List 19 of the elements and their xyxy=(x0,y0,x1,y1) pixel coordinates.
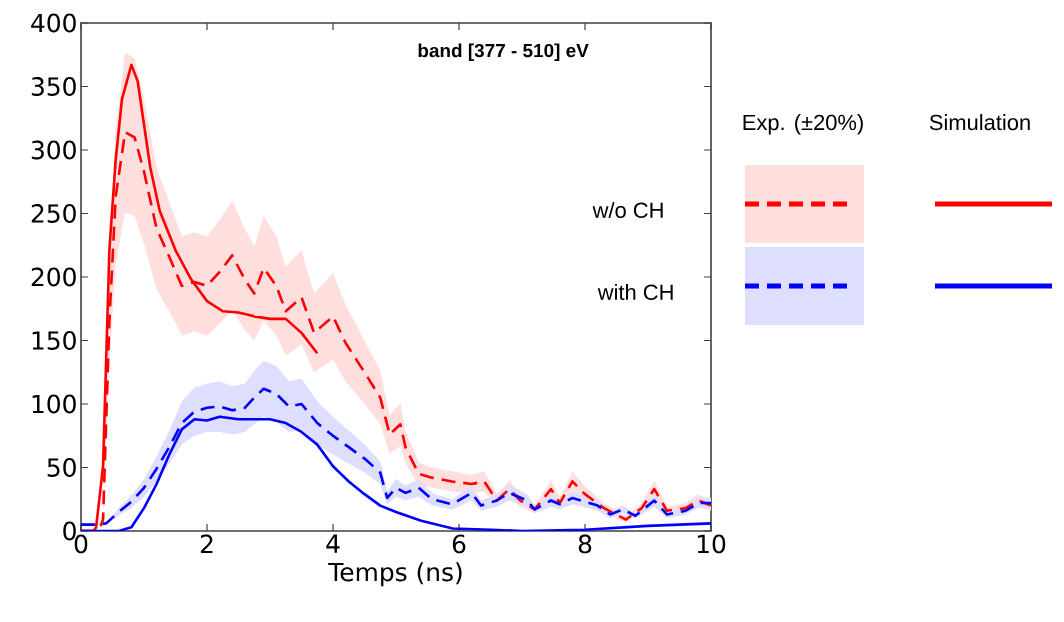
annotation: with CH xyxy=(597,283,673,301)
y-tick-label: 150 xyxy=(32,331,76,350)
y-tick-label: 50 xyxy=(47,458,76,477)
text: band [377 - 510] eV xyxy=(418,43,589,62)
x-tick-label: 6 xyxy=(452,534,466,554)
text: Exp. (±20%) xyxy=(743,114,863,135)
x-tick-label: 4 xyxy=(326,534,340,553)
x-tick-label: 8 xyxy=(578,534,592,554)
text: Simulation xyxy=(929,114,1030,131)
y-tick-label: 350 xyxy=(31,77,76,96)
x-axis-title: Temps (ns) xyxy=(328,562,462,587)
y-tick-label: 400 xyxy=(31,13,76,33)
y-tick-label: 200 xyxy=(31,267,76,287)
x-tick-label: 10 xyxy=(697,534,726,554)
y-tick-label: 300 xyxy=(31,140,76,160)
y-tick-label: 250 xyxy=(31,204,76,223)
y-tick-label: 100 xyxy=(32,394,76,414)
x-tick-label: 2 xyxy=(200,534,213,553)
annotation: w/o CH xyxy=(592,201,663,219)
